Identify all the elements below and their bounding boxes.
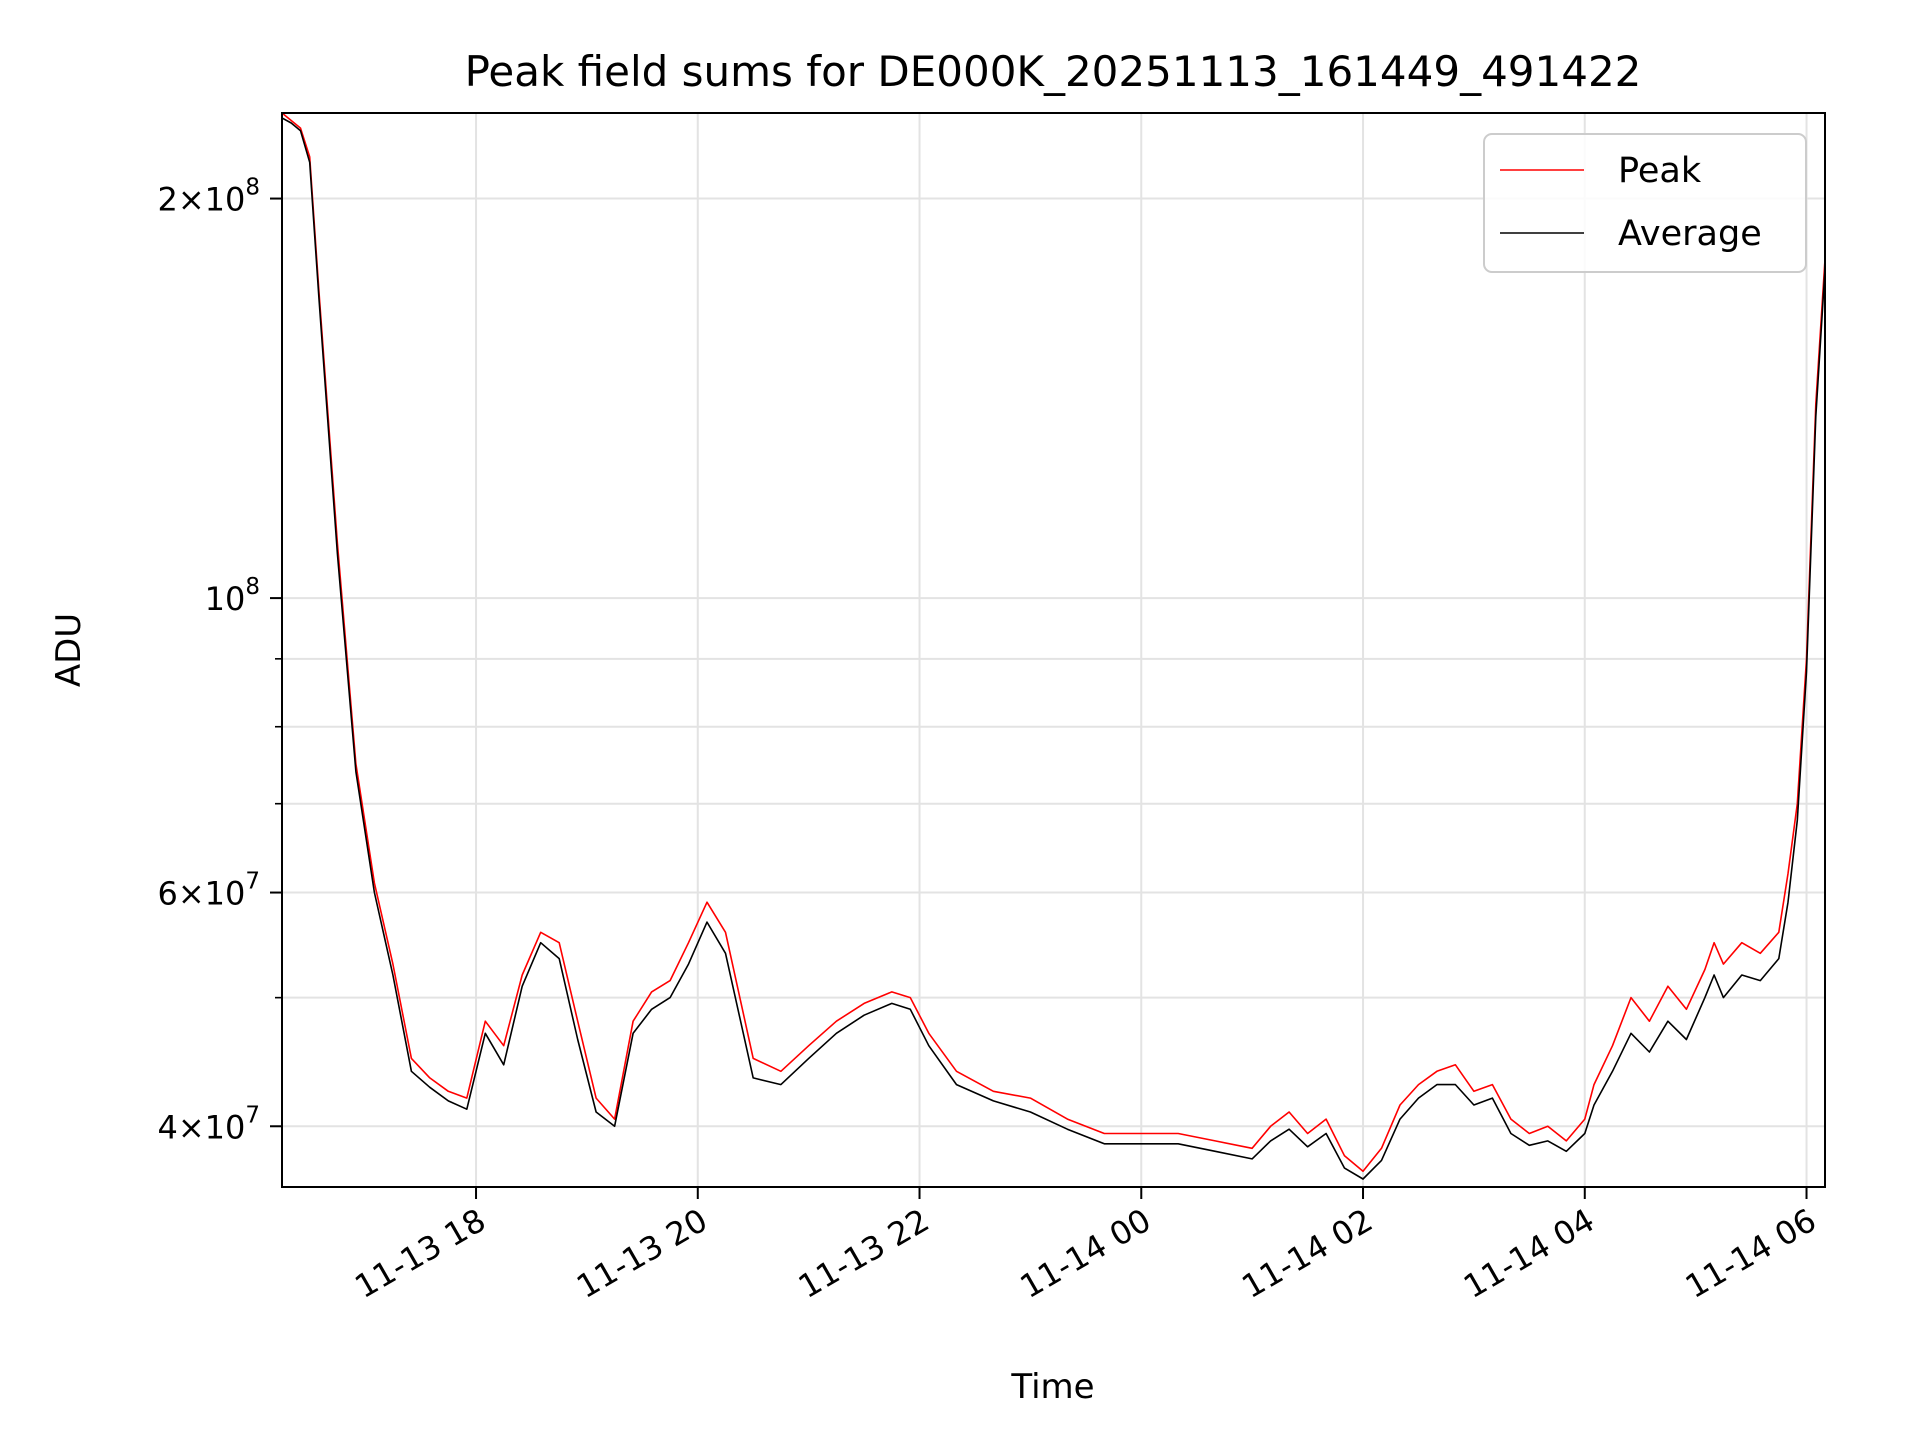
legend-label-peak: Peak	[1618, 151, 1702, 191]
y-axis-title: ADU	[49, 613, 89, 687]
y-tick-label: 6×107	[157, 869, 260, 913]
y-tick-label: 108	[205, 574, 260, 618]
legend-box	[1483, 133, 1807, 273]
series-line-peak	[282, 113, 1825, 1172]
chart-title: Peak field sums for DE000K_20251113_1614…	[465, 47, 1642, 96]
plot-frame	[281, 112, 1826, 1188]
legend: Peak Average	[1483, 133, 1807, 273]
series-layer	[282, 113, 1825, 1180]
y-tick-label: 4×107	[157, 1102, 260, 1146]
x-axis-title: Time	[1010, 1367, 1094, 1407]
series-line-average	[282, 117, 1825, 1180]
y-axis: 4×107 6×107 108 2×108	[157, 175, 282, 1146]
legend-label-average: Average	[1618, 214, 1762, 254]
y-tick-label: 2×108	[157, 175, 260, 219]
